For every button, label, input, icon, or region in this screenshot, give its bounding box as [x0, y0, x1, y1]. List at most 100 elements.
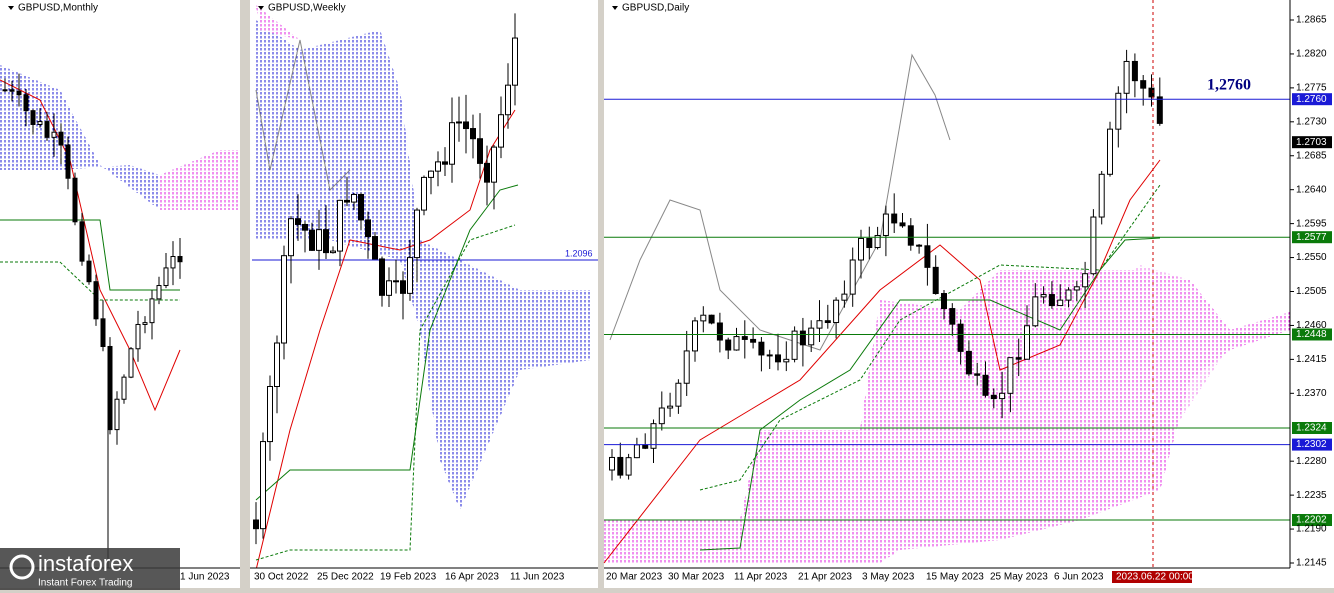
price-label: 1.2865	[1296, 15, 1327, 26]
candle-body	[849, 259, 856, 295]
candle-body	[708, 314, 715, 324]
candle-body	[463, 121, 469, 130]
cloud	[1060, 265, 1290, 500]
candle-body	[65, 144, 71, 179]
candle-body	[16, 90, 22, 96]
candle-body	[990, 394, 997, 400]
candle-body	[974, 373, 981, 376]
candle-body	[393, 280, 399, 283]
candle-body	[1090, 216, 1097, 275]
tenkan	[603, 159, 1161, 564]
candle-body	[733, 336, 740, 351]
candle-body	[675, 382, 682, 407]
candle-body	[700, 314, 707, 322]
candle-body	[93, 281, 99, 320]
candle-body	[470, 128, 476, 140]
level-badge	[1292, 514, 1332, 527]
date-label: 6 Jun 2023	[1054, 572, 1104, 583]
price-label: 1.2370	[1296, 388, 1327, 399]
candle-body	[260, 441, 266, 530]
candle-body	[316, 229, 322, 251]
logo: instaforex Instant Forex Trading	[0, 548, 180, 590]
candle-body	[281, 255, 287, 344]
candle-body	[274, 342, 280, 388]
candle-body	[149, 298, 155, 324]
candle-body	[414, 209, 420, 259]
candle-body	[288, 218, 294, 257]
candle-body	[650, 423, 657, 449]
date-label: 20 Mar 2023	[606, 572, 663, 583]
candle-body	[100, 318, 106, 347]
candle-body	[135, 323, 141, 350]
candle-body	[1057, 299, 1064, 307]
candle-body	[625, 457, 632, 476]
date-label: 19 Feb 2023	[380, 572, 437, 583]
panel-title: GBPUSD,Daily	[622, 3, 689, 14]
candle-body	[1015, 357, 1022, 360]
candle-body	[1123, 60, 1130, 94]
menu-arrow	[258, 6, 264, 10]
candle-body	[808, 327, 815, 346]
cloud	[256, 5, 300, 40]
date-label: 25 May 2023	[990, 572, 1048, 583]
date-label: 30 Mar 2023	[668, 572, 725, 583]
candle-body	[44, 121, 50, 138]
price-label: 1.2820	[1296, 49, 1327, 60]
candle-body	[372, 236, 378, 260]
candle-body	[491, 146, 497, 183]
level-badge	[1292, 136, 1332, 149]
date-label: 16 Apr 2023	[445, 572, 499, 583]
logo-name: instaforex	[38, 551, 133, 576]
candle-body	[1148, 87, 1155, 98]
candle-body	[400, 280, 406, 294]
price-label: 1.2280	[1296, 456, 1327, 467]
chikou	[255, 39, 351, 192]
candle-body	[766, 354, 773, 357]
candle-body	[899, 222, 906, 227]
candle-body	[841, 293, 848, 301]
candle-body	[1156, 96, 1163, 124]
candle-body	[170, 256, 176, 269]
candle-body	[302, 223, 308, 231]
cloud	[160, 150, 240, 210]
date-label: 1 Jun 2023	[180, 572, 230, 583]
tenkan	[255, 109, 516, 571]
price-label: 1.2145	[1296, 558, 1327, 569]
candle-body	[965, 350, 972, 375]
candle-body	[253, 519, 259, 530]
candle-body	[337, 199, 343, 252]
candle-body	[79, 221, 85, 262]
date-label: 11 Apr 2023	[734, 572, 788, 583]
annotation: 1.2096	[565, 248, 593, 258]
candle-body	[882, 213, 889, 236]
candle-body	[295, 218, 301, 225]
candle-body	[442, 161, 448, 165]
candle-body	[512, 37, 518, 86]
candle-body	[907, 225, 914, 246]
candle-body	[999, 392, 1006, 400]
date-label: 25 Dec 2022	[317, 572, 374, 583]
level-label: 1.2703	[1296, 137, 1327, 148]
price-label: 1.2730	[1296, 116, 1327, 127]
price-label: 1.2595	[1296, 218, 1327, 229]
annotation: 1,2760	[1207, 77, 1251, 94]
logo-tagline: Instant Forex Trading	[38, 578, 133, 589]
cursor-date: 2023.06.22 00:00	[1116, 572, 1194, 583]
candle-body	[692, 320, 698, 352]
candle-body	[1032, 296, 1039, 327]
candle-body	[23, 94, 29, 112]
date-label: 30 Oct 2022	[254, 572, 309, 583]
candle-body	[365, 219, 371, 238]
candle-body	[941, 293, 947, 310]
candle-body	[617, 456, 624, 476]
candle-body	[750, 338, 757, 343]
candle-body	[609, 456, 615, 471]
candle-body	[351, 193, 357, 203]
candle-body	[309, 229, 315, 251]
candle-body	[121, 376, 127, 400]
candle-body	[51, 131, 57, 138]
date-label: 15 May 2023	[926, 572, 984, 583]
candle-body	[379, 258, 385, 296]
candle-body	[916, 244, 923, 247]
